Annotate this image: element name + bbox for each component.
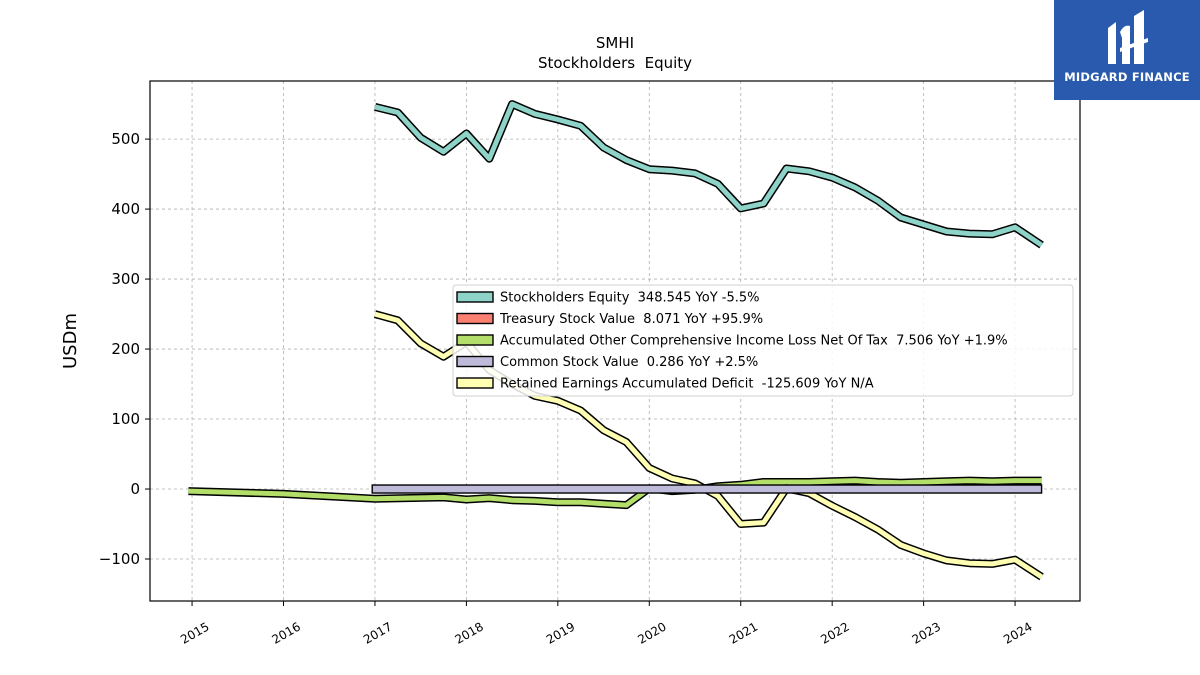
common-stock-value-bar <box>371 484 1043 494</box>
plot-frame <box>149 80 1081 602</box>
y-axis-label: USDm <box>60 313 81 369</box>
x-tick-label: 2016 <box>270 619 303 646</box>
stockholders-equity-line-outline <box>374 100 1044 249</box>
legend-swatch-stockholders-equity <box>456 291 494 303</box>
y-tick-label: 500 <box>111 130 140 148</box>
legend-swatch-common-stock-value <box>456 355 494 368</box>
legend-swatch-accumulated-other-comprehensive-income-loss-net-of-tax <box>456 334 494 346</box>
x-tick-label: 2015 <box>178 619 211 646</box>
brand-name: MIDGARD FINANCE <box>1064 70 1190 84</box>
x-tick-label: 2021 <box>727 619 760 646</box>
legend-label-common-stock-value: Common Stock Value 0.286 YoY +2.5% <box>500 355 758 370</box>
chart-subtitle: Stockholders Equity <box>538 54 692 72</box>
legend-swatch-retained-earnings-accumulated-deficit <box>456 377 494 389</box>
x-tick-label: 2017 <box>361 619 394 646</box>
legend: Stockholders Equity 348.545 YoY -5.5% Tre… <box>452 284 1074 397</box>
x-tick-label: 2019 <box>544 619 577 646</box>
x-tick-label: 2018 <box>452 619 485 646</box>
y-tick-label: 200 <box>111 340 140 358</box>
x-tick-label: 2023 <box>910 619 943 646</box>
legend-label-stockholders-equity: Stockholders Equity 348.545 YoY -5.5% <box>500 291 760 306</box>
legend-label-accumulated-other-comprehensive-income-loss-net-of-tax: Accumulated Other Comprehensive Income L… <box>500 334 1008 349</box>
x-tick-label: 2024 <box>1001 619 1034 646</box>
legend-label-retained-earnings-accumulated-deficit: Retained Earnings Accumulated Deficit -1… <box>500 377 874 392</box>
y-tick-label: 400 <box>111 200 140 218</box>
x-tick-label: 2020 <box>635 619 668 646</box>
chart-title: SMHI <box>596 34 634 52</box>
legend-box <box>452 284 1074 397</box>
y-tick-label: 300 <box>111 270 140 288</box>
legend-swatch-treasury-stock-value <box>456 312 494 325</box>
y-tick-label: 0 <box>130 480 140 498</box>
y-tick-label: −100 <box>99 550 140 568</box>
x-tick-label: 2022 <box>818 619 851 646</box>
y-tick-label: 100 <box>111 410 140 428</box>
legend-label-treasury-stock-value: Treasury Stock Value 8.071 YoY +95.9% <box>499 312 763 327</box>
midgard-logo-icon <box>1108 10 1148 65</box>
stockholders-equity-line <box>374 101 1043 248</box>
brand-logo: MIDGARD FINANCE <box>1054 0 1200 100</box>
